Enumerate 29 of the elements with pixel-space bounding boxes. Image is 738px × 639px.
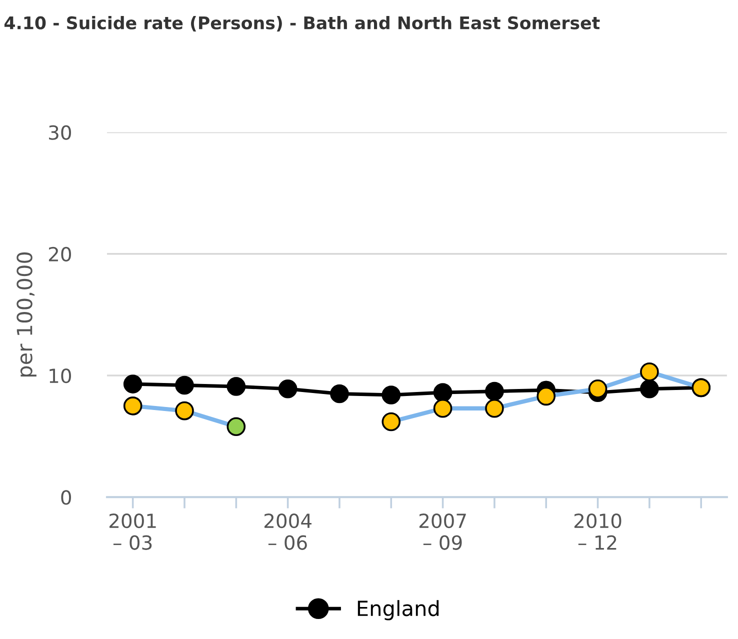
y-axis-title: per 100,000 xyxy=(16,252,36,377)
point xyxy=(640,362,659,382)
x-tick-label: 2007 – 09 xyxy=(419,513,466,550)
y-tick-label: 0 xyxy=(61,490,71,505)
point xyxy=(175,376,194,395)
y-tick-label: 20 xyxy=(48,246,71,262)
x-tick-label: 2004 – 06 xyxy=(264,513,312,550)
point xyxy=(433,398,452,418)
y-tick-label: 10 xyxy=(50,368,71,384)
point xyxy=(536,386,556,406)
point xyxy=(226,377,246,396)
point xyxy=(485,398,504,418)
point xyxy=(382,412,401,432)
point xyxy=(640,379,659,398)
point xyxy=(278,379,298,398)
point xyxy=(226,417,246,436)
point xyxy=(382,386,401,404)
x-tick-label: 2001 – 03 xyxy=(110,513,156,550)
point xyxy=(485,382,504,401)
point xyxy=(433,383,452,402)
point xyxy=(175,401,194,420)
x-tick-label: 2010 – 12 xyxy=(574,513,622,550)
chart-title: 4.10 - Suicide rate (Persons) - Bath and North East Somerset xyxy=(4,16,600,32)
y-tick-label: 30 xyxy=(49,125,71,140)
legend-label: England xyxy=(358,600,439,620)
point xyxy=(123,396,142,416)
point xyxy=(330,384,349,404)
point xyxy=(123,374,142,394)
point xyxy=(588,379,608,398)
